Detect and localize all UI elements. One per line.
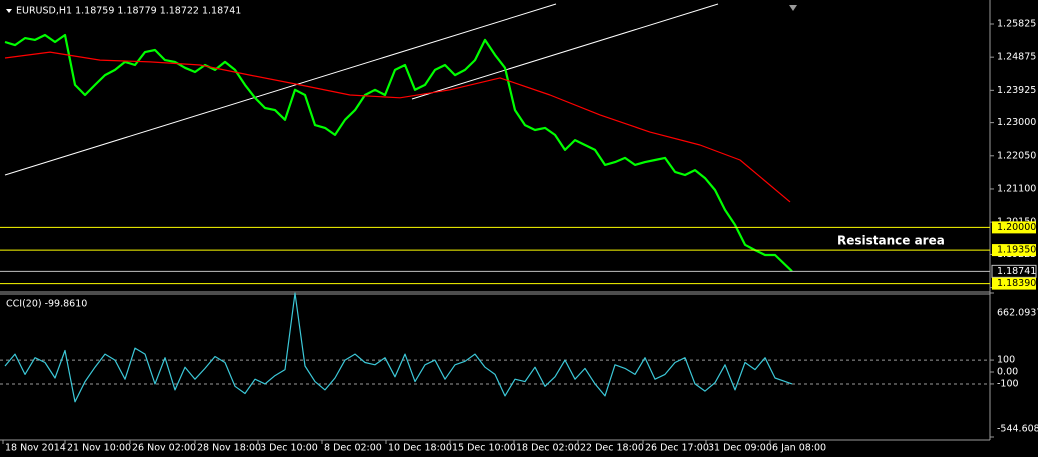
x-tick-label: 10 Dec 18:00 xyxy=(388,443,452,454)
price-level-box xyxy=(992,221,1036,234)
annotation: Resistance area xyxy=(837,234,945,248)
x-tick-label: 18 Nov 2014 xyxy=(5,443,66,454)
price-level-box xyxy=(992,244,1036,257)
title-marker xyxy=(6,9,12,13)
trend-line xyxy=(4,3,557,176)
x-tick-label: 31 Dec 09:00 xyxy=(708,443,772,454)
y-tick-label: 1.22050 xyxy=(997,150,1036,161)
y-tick-label: 1.23925 xyxy=(997,85,1036,96)
y-tick-label: -100 xyxy=(997,378,1019,389)
x-tick-label: 18 Dec 02:00 xyxy=(516,443,580,454)
price-level-box xyxy=(992,277,1036,290)
price-level-label: 1.20000 xyxy=(997,222,1036,233)
y-tick-label: -544.6083 xyxy=(997,424,1038,435)
pane-title: EURUSD,H1 1.18759 1.18779 1.18722 1.1874… xyxy=(16,6,241,17)
y-tick-label: 1.24875 xyxy=(997,52,1036,63)
y-tick-label: 1.21100 xyxy=(997,183,1036,194)
price-level-label: 1.18741 xyxy=(997,266,1036,277)
series-line xyxy=(4,292,793,403)
price-level-label: 1.18390 xyxy=(997,278,1036,289)
pane-title: CCI(20) -99.8610 xyxy=(6,299,87,310)
x-tick-label: 22 Dec 18:00 xyxy=(580,443,644,454)
series-line xyxy=(4,33,793,273)
series-line xyxy=(4,51,791,203)
x-tick-label: 8 Dec 02:00 xyxy=(324,443,382,454)
chart-layer: EURUSD,H1 1.18759 1.18779 1.18722 1.1874… xyxy=(0,6,1038,454)
y-tick-label: 1.25825 xyxy=(997,18,1036,29)
x-tick-label: 6 Jan 08:00 xyxy=(772,443,826,454)
x-tick-label: 21 Nov 10:00 xyxy=(67,443,131,454)
y-tick-label: 100 xyxy=(997,355,1015,366)
price-level-box xyxy=(991,264,1037,278)
trend-line xyxy=(411,3,719,100)
x-tick-label: 28 Nov 18:00 xyxy=(197,443,261,454)
price-level-label: 1.19350 xyxy=(997,245,1036,256)
x-tick-label: 15 Dec 10:00 xyxy=(452,443,516,454)
y-tick-label: 662.0937 xyxy=(997,308,1038,319)
x-tick-label: 3 Dec 10:00 xyxy=(260,443,318,454)
y-tick-label: 0.00 xyxy=(997,367,1018,378)
x-tick-label: 26 Nov 02:00 xyxy=(132,443,196,454)
shift-marker xyxy=(789,5,797,11)
x-tick-label: 26 Dec 17:00 xyxy=(645,443,709,454)
y-tick-label: 1.23000 xyxy=(997,117,1036,128)
